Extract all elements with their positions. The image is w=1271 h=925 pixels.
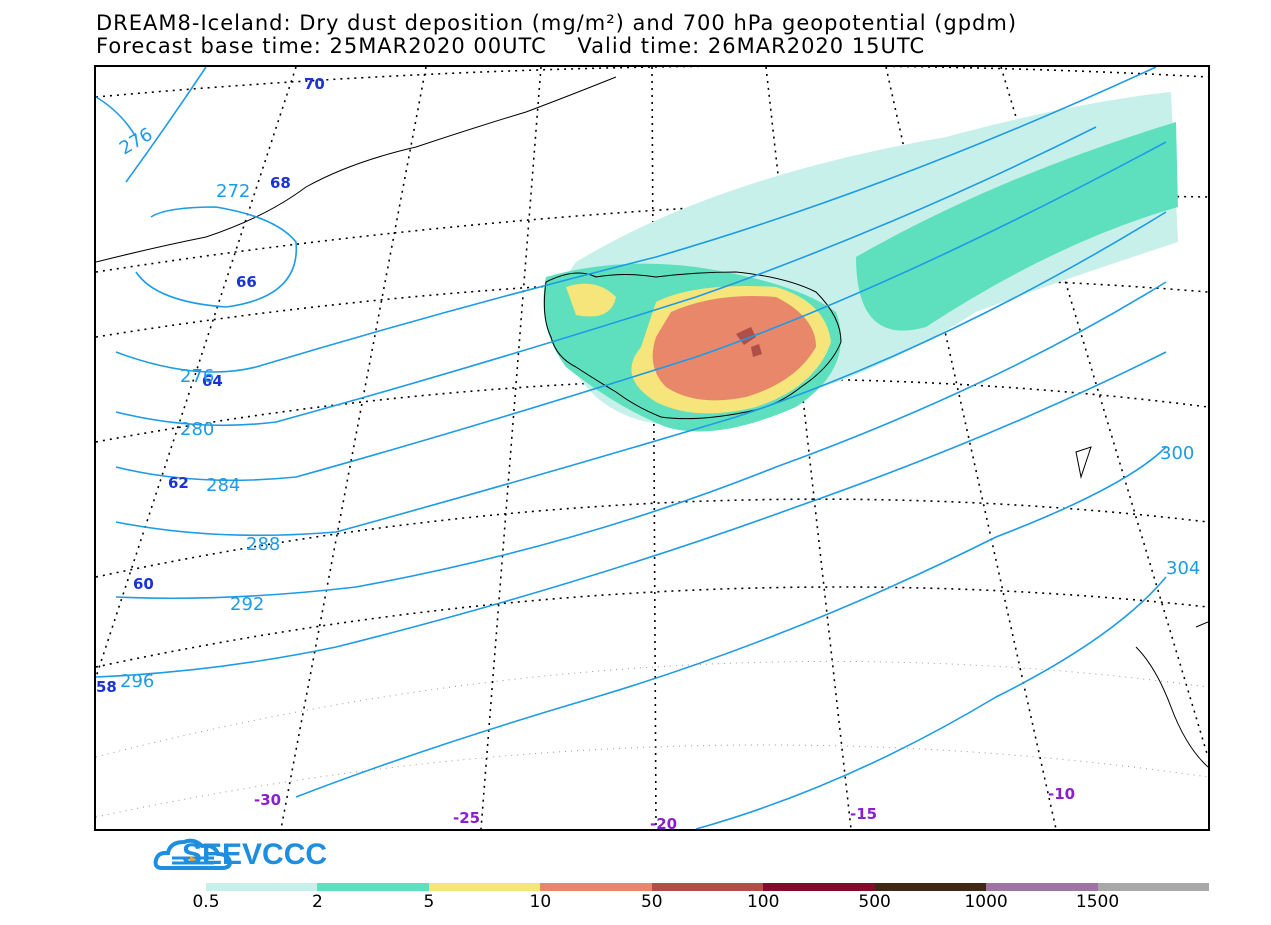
isoline-label: 276 <box>180 366 214 387</box>
colorbar-label: 1500 <box>1075 892 1120 912</box>
isoline-label: 284 <box>206 475 240 496</box>
lat-label-64: 64 <box>202 372 223 390</box>
colorbar-segment <box>540 883 652 891</box>
colorbar-segment <box>428 883 541 891</box>
colorbar-segment <box>317 883 429 891</box>
coastline <box>96 76 1208 768</box>
colorbar-label: 5 <box>423 892 435 912</box>
lat-label-68: 68 <box>270 174 291 192</box>
lon-label-minus20: -20 <box>650 815 677 829</box>
chart-title: DREAM8-Iceland: Dry dust deposition (mg/… <box>96 11 1018 35</box>
isoline-label: 280 <box>180 419 214 440</box>
isoline-label: 296 <box>120 671 154 692</box>
geopotential-isolines <box>96 67 1167 829</box>
colorbar-label: 2 <box>312 892 323 912</box>
isoline-label: 276 <box>116 124 156 159</box>
colorbar-segment <box>874 883 987 891</box>
colorbar-label: 0.5 <box>192 892 220 912</box>
logo-text: SEEVCCC <box>182 838 328 871</box>
colorbar-segment <box>986 883 1098 891</box>
isoline-label: 304 <box>1166 558 1200 579</box>
colorbar-label: 500 <box>858 892 891 912</box>
isoline-label: 288 <box>246 534 280 555</box>
isoline-label: 272 <box>216 181 250 202</box>
chart-subtitle: Forecast base time: 25MAR2020 00UTC Vali… <box>96 34 926 58</box>
colorbar <box>206 883 1209 891</box>
colorbar-segment <box>763 883 875 891</box>
isoline-label: 300 <box>1160 443 1194 464</box>
cloud-logo-icon <box>153 838 233 870</box>
map-panel: 70 68 66 64 62 60 58 -30 -25 -20 -15 -10… <box>94 65 1210 831</box>
colorbar-label: 100 <box>746 892 780 912</box>
colorbar-segment <box>651 883 764 891</box>
colorbar-label: 10 <box>529 892 552 912</box>
colorbar-segment <box>1097 883 1209 891</box>
colorbar-label: 1000 <box>964 892 1008 912</box>
lat-label-66: 66 <box>236 273 257 291</box>
lon-label-minus10: -10 <box>1048 785 1075 803</box>
isoline-label: 292 <box>230 594 264 615</box>
lat-label-58: 58 <box>96 678 117 696</box>
colorbar-segment <box>206 883 318 891</box>
lon-label-minus30: -30 <box>254 791 281 809</box>
dust-deposition-field <box>543 92 1178 432</box>
lat-label-60: 60 <box>133 575 154 593</box>
lon-label-minus25: -25 <box>453 809 480 827</box>
lon-label-minus15: -15 <box>850 805 877 823</box>
lat-label-70: 70 <box>304 75 325 93</box>
lat-label-62: 62 <box>168 474 189 492</box>
map-canvas: 70 68 66 64 62 60 58 -30 -25 -20 -15 -10… <box>96 67 1208 829</box>
colorbar-label: 50 <box>640 892 663 912</box>
